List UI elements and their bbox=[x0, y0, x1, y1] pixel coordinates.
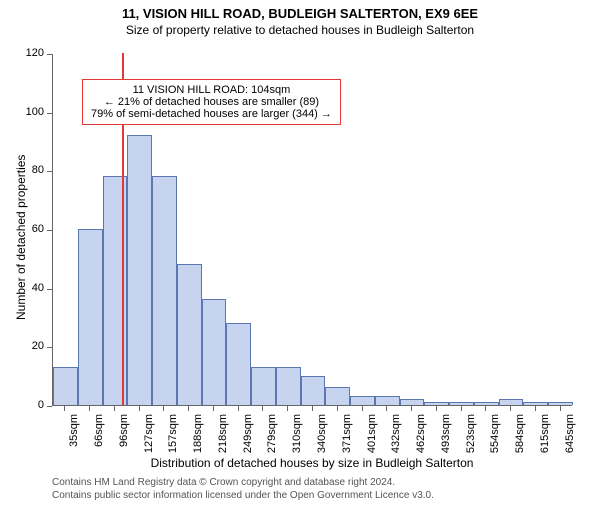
y-tick-mark bbox=[47, 347, 52, 348]
annotation-line-3: 79% of semi-detached houses are larger (… bbox=[91, 108, 332, 120]
y-tick-label: 120 bbox=[0, 47, 44, 59]
y-tick-mark bbox=[47, 230, 52, 231]
y-tick-label: 40 bbox=[0, 282, 44, 294]
y-tick-mark bbox=[47, 289, 52, 290]
chart-title-sub: Size of property relative to detached ho… bbox=[0, 23, 600, 37]
histogram-bar bbox=[127, 135, 152, 405]
histogram-bar bbox=[202, 299, 227, 405]
x-tick-label: 401sqm bbox=[366, 414, 378, 464]
chart-container: 11, VISION HILL ROAD, BUDLEIGH SALTERTON… bbox=[0, 6, 600, 506]
x-tick-label: 432sqm bbox=[390, 414, 402, 464]
y-axis-label: Number of detached properties bbox=[14, 155, 28, 320]
histogram-bar bbox=[523, 402, 548, 405]
histogram-bar bbox=[400, 399, 425, 405]
x-tick-mark bbox=[238, 406, 239, 411]
histogram-bar bbox=[78, 229, 103, 405]
histogram-bar bbox=[177, 264, 202, 405]
x-tick-mark bbox=[114, 406, 115, 411]
annotation-line-1: 11 VISION HILL ROAD: 104sqm bbox=[91, 84, 332, 96]
x-tick-mark bbox=[139, 406, 140, 411]
x-tick-label: 462sqm bbox=[415, 414, 427, 464]
x-tick-mark bbox=[337, 406, 338, 411]
histogram-bar bbox=[251, 367, 276, 405]
y-tick-mark bbox=[47, 406, 52, 407]
y-tick-mark bbox=[47, 54, 52, 55]
y-tick-label: 60 bbox=[0, 223, 44, 235]
histogram-bar bbox=[276, 367, 301, 405]
y-tick-label: 0 bbox=[0, 399, 44, 411]
y-tick-label: 80 bbox=[0, 164, 44, 176]
copyright-line-2: Contains public sector information licen… bbox=[52, 489, 434, 502]
histogram-bar bbox=[375, 396, 400, 405]
x-tick-label: 127sqm bbox=[143, 414, 155, 464]
x-tick-label: 523sqm bbox=[465, 414, 477, 464]
chart-title-main: 11, VISION HILL ROAD, BUDLEIGH SALTERTON… bbox=[0, 6, 600, 21]
x-tick-mark bbox=[535, 406, 536, 411]
x-tick-mark bbox=[262, 406, 263, 411]
x-tick-mark bbox=[188, 406, 189, 411]
annotation-line-2: ← 21% of detached houses are smaller (89… bbox=[91, 96, 332, 108]
histogram-bar bbox=[548, 402, 573, 405]
x-tick-label: 554sqm bbox=[489, 414, 501, 464]
x-tick-label: 340sqm bbox=[316, 414, 328, 464]
x-tick-mark bbox=[510, 406, 511, 411]
x-tick-label: 249sqm bbox=[242, 414, 254, 464]
histogram-bar bbox=[301, 376, 326, 405]
copyright-line-1: Contains HM Land Registry data © Crown c… bbox=[52, 476, 434, 489]
x-tick-mark bbox=[287, 406, 288, 411]
x-tick-label: 310sqm bbox=[291, 414, 303, 464]
x-tick-label: 584sqm bbox=[514, 414, 526, 464]
x-tick-label: 645sqm bbox=[564, 414, 576, 464]
histogram-bar bbox=[226, 323, 251, 405]
histogram-bar bbox=[474, 402, 499, 405]
x-tick-mark bbox=[89, 406, 90, 411]
x-tick-label: 35sqm bbox=[68, 414, 80, 464]
histogram-bar bbox=[499, 399, 524, 405]
y-tick-mark bbox=[47, 171, 52, 172]
x-tick-mark bbox=[485, 406, 486, 411]
y-tick-label: 20 bbox=[0, 340, 44, 352]
y-tick-label: 100 bbox=[0, 106, 44, 118]
x-tick-label: 66sqm bbox=[93, 414, 105, 464]
x-tick-mark bbox=[436, 406, 437, 411]
annotation-box: 11 VISION HILL ROAD: 104sqm ← 21% of det… bbox=[82, 79, 341, 125]
x-tick-label: 188sqm bbox=[192, 414, 204, 464]
x-tick-mark bbox=[213, 406, 214, 411]
histogram-bar bbox=[424, 402, 449, 405]
x-tick-label: 615sqm bbox=[539, 414, 551, 464]
histogram-bar bbox=[325, 387, 350, 405]
x-tick-mark bbox=[386, 406, 387, 411]
histogram-bar bbox=[152, 176, 177, 405]
x-tick-label: 96sqm bbox=[118, 414, 130, 464]
x-tick-label: 218sqm bbox=[217, 414, 229, 464]
histogram-bar bbox=[53, 367, 78, 405]
copyright-block: Contains HM Land Registry data © Crown c… bbox=[52, 476, 434, 502]
histogram-bar bbox=[449, 402, 474, 405]
x-tick-mark bbox=[411, 406, 412, 411]
x-tick-mark bbox=[163, 406, 164, 411]
x-tick-mark bbox=[64, 406, 65, 411]
histogram-bar bbox=[350, 396, 375, 405]
x-tick-mark bbox=[461, 406, 462, 411]
x-tick-label: 371sqm bbox=[341, 414, 353, 464]
x-tick-label: 493sqm bbox=[440, 414, 452, 464]
x-tick-mark bbox=[312, 406, 313, 411]
x-tick-label: 157sqm bbox=[167, 414, 179, 464]
x-tick-label: 279sqm bbox=[266, 414, 278, 464]
x-tick-mark bbox=[560, 406, 561, 411]
y-tick-mark bbox=[47, 113, 52, 114]
x-tick-mark bbox=[362, 406, 363, 411]
